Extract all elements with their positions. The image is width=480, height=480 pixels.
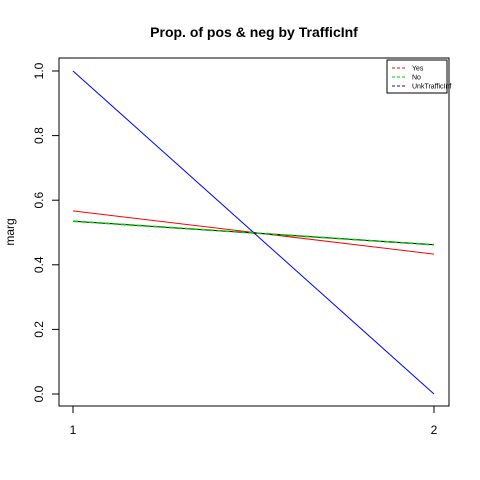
legend: Yes No UnkTrafficInf [386, 59, 451, 94]
y-tick-label: 1.0 [32, 62, 46, 79]
series-layer [72, 70, 435, 395]
y-tick-label: 0.6 [32, 192, 46, 209]
y-tick-label: 0.8 [32, 127, 46, 144]
y-tick-label: 0.4 [32, 256, 46, 273]
y-axis-label: marg [3, 218, 17, 245]
x-tick-label: 1 [70, 423, 77, 437]
y-tick-label: 0.2 [32, 321, 46, 338]
legend-label: Yes [412, 66, 424, 73]
legend-label: UnkTrafficInf [412, 84, 451, 91]
legend-label: No [412, 75, 421, 82]
series-line-no-overlay [72, 220, 435, 246]
x-tick-label: 2 [431, 423, 438, 437]
y-tick-label: 0.0 [32, 385, 46, 402]
chart-title: Prop. of pos & neg by TrafficInf [150, 24, 358, 40]
y-axis: 0.0 0.2 0.4 0.6 0.8 1.0 [32, 62, 60, 402]
